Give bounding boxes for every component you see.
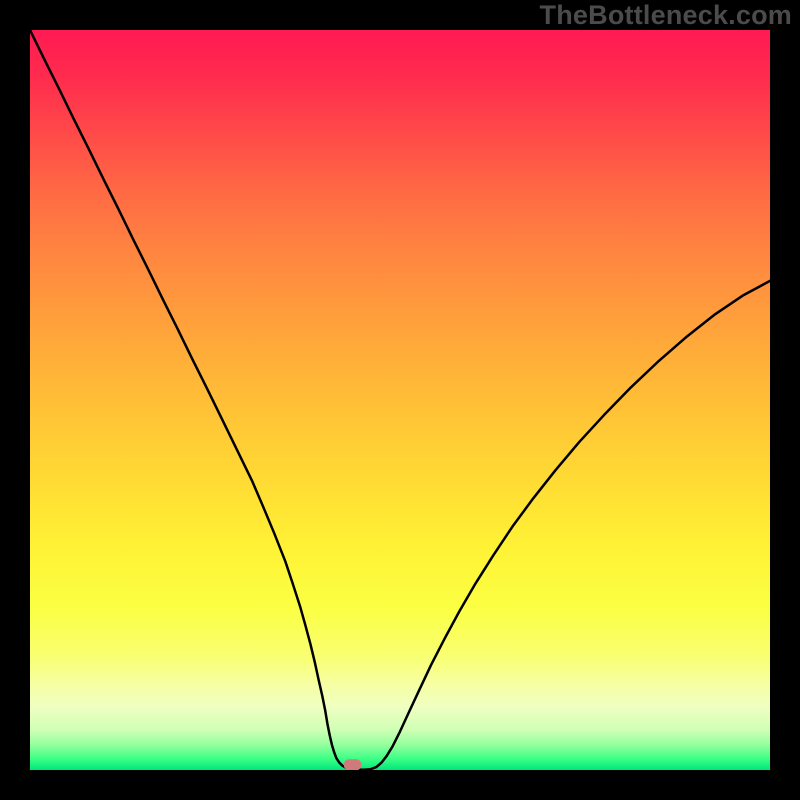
result-marker	[30, 30, 770, 770]
stage: TheBottleneck.com	[0, 0, 800, 800]
plot-area	[30, 30, 770, 770]
watermark-text: TheBottleneck.com	[540, 0, 792, 31]
